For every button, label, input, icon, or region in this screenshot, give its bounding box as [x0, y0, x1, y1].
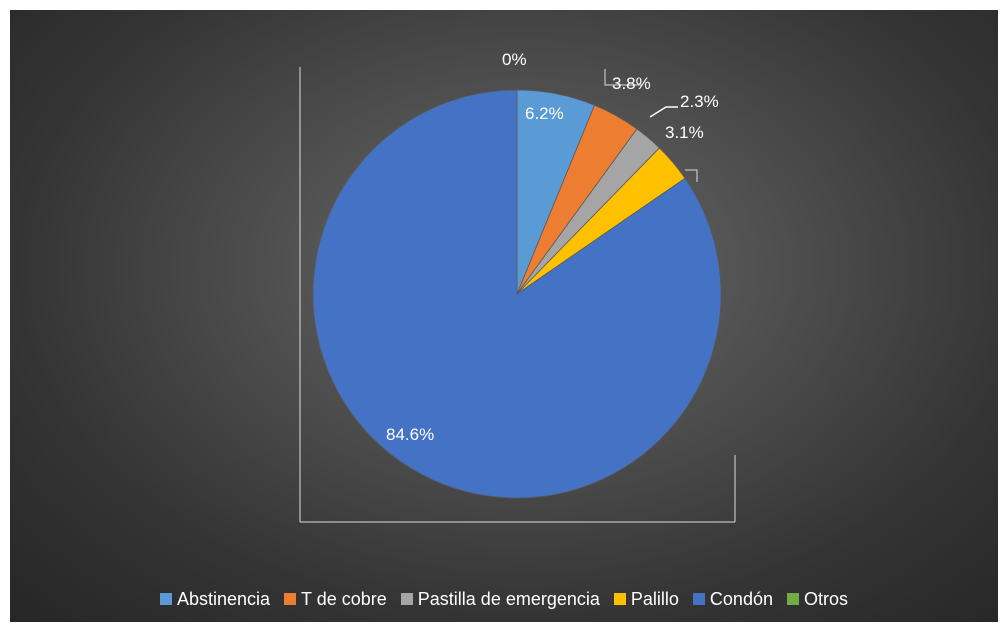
- legend-item-condon: Condón: [692, 588, 773, 610]
- legend-item-palillo: Palillo: [613, 588, 679, 610]
- data-label-palillo: 3.1%: [665, 123, 704, 142]
- legend-swatch: [159, 593, 172, 605]
- pie-chart: 0% 3.8% 2.3% 6.2% 3.1% 84.6%: [299, 50, 736, 523]
- legend-label: T de cobre: [301, 588, 387, 609]
- legend-swatch: [692, 593, 705, 605]
- leader-line-t-de-cobre: [604, 69, 642, 86]
- data-label-pastilla-de-emergencia: 2.3%: [680, 92, 719, 111]
- legend-label: Condón: [709, 588, 773, 609]
- legend-swatch: [284, 593, 297, 605]
- chart-area: 0% 3.8% 2.3% 6.2% 3.1% 84.6% Abstinencia…: [10, 10, 998, 622]
- legend-label: Palillo: [630, 588, 679, 609]
- pie-slice-condon: [312, 89, 722, 499]
- legend-swatch: [786, 593, 799, 605]
- legend-swatch: [613, 593, 626, 605]
- legend-item-pastilla-de-emergencia: Pastilla de emergencia: [400, 588, 600, 610]
- leader-line-palillo: [685, 169, 698, 182]
- legend: Abstinencia T de cobre Pastilla de emerg…: [10, 585, 998, 613]
- data-label-abstinencia: 6.2%: [525, 104, 564, 123]
- pie-slices: [312, 89, 722, 499]
- legend-item-t-de-cobre: T de cobre: [284, 589, 387, 610]
- leader-line-pastilla: [649, 106, 678, 118]
- data-label-otros: 0%: [502, 50, 527, 69]
- legend-swatch: [400, 593, 413, 605]
- legend-label: Pastilla de emergencia: [417, 588, 600, 609]
- legend-label: Abstinencia: [176, 588, 271, 609]
- legend-item-abstinencia: Abstinencia: [159, 588, 271, 610]
- data-label-t-de-cobre: 3.8%: [612, 74, 651, 93]
- legend-item-otros: Otros: [786, 588, 848, 610]
- data-labels: 0% 3.8% 2.3% 6.2% 3.1% 84.6%: [386, 50, 719, 444]
- legend-label: Otros: [803, 588, 848, 609]
- data-label-condon: 84.6%: [386, 425, 434, 444]
- leader-lines: [604, 69, 698, 182]
